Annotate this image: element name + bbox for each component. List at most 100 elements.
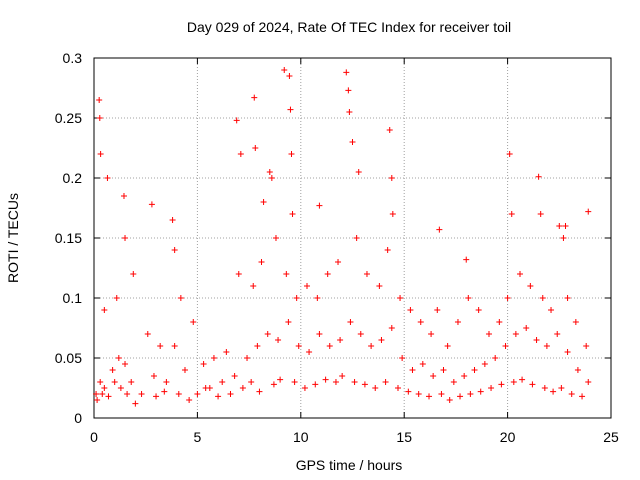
data-point [417, 319, 424, 325]
data-point [239, 385, 246, 391]
data-point [97, 379, 104, 385]
data-point [508, 211, 515, 217]
data-point [109, 367, 116, 373]
data-point [558, 385, 565, 391]
data-point [272, 235, 279, 241]
data-point [568, 391, 575, 397]
y-tick-label: 0.1 [63, 290, 83, 306]
data-point [306, 349, 313, 355]
data-point [537, 211, 544, 217]
axis-ticks: 0 5 10 15 20 25 0 0.05 0.1 0.15 0.2 0.25 0.3 [55, 50, 619, 445]
y-axis-label: ROTI / TECUs [5, 193, 21, 283]
data-point [171, 343, 178, 349]
data-point [281, 67, 288, 73]
data-point [138, 391, 145, 397]
data-point [564, 295, 571, 301]
data-point [372, 385, 379, 391]
data-point [504, 295, 511, 301]
data-point [450, 379, 457, 385]
data-point [130, 271, 137, 277]
data-point [405, 388, 412, 395]
data-point [585, 379, 592, 385]
data-point [353, 235, 360, 241]
data-point [579, 393, 586, 400]
data-point [564, 349, 571, 355]
data-point [583, 343, 590, 349]
data-point [386, 127, 393, 133]
data-point [368, 343, 375, 349]
data-point [523, 325, 530, 331]
data-point [237, 151, 244, 157]
data-point [471, 367, 478, 373]
data-point [260, 199, 267, 205]
data-point [346, 109, 353, 115]
data-point [397, 295, 404, 301]
data-point [378, 337, 385, 343]
data-point [287, 106, 294, 113]
data-point [270, 381, 277, 388]
data-point [376, 283, 383, 289]
data-point [517, 271, 524, 277]
data-point [399, 355, 406, 361]
data-point [438, 391, 445, 397]
data-point [510, 379, 517, 385]
data-point [556, 223, 563, 229]
data-point [132, 400, 139, 407]
data-point [550, 388, 557, 395]
data-point [96, 115, 103, 121]
data-point [124, 391, 131, 397]
data-point [277, 376, 284, 383]
data-point [519, 376, 526, 383]
data-point [554, 331, 561, 337]
data-point [96, 97, 103, 103]
data-points [93, 67, 592, 407]
data-point [322, 376, 329, 383]
data-point [252, 145, 259, 151]
data-point [219, 379, 226, 385]
data-point [190, 319, 197, 325]
data-point [200, 361, 207, 367]
data-point [94, 397, 101, 403]
data-point [345, 87, 352, 94]
data-point [347, 319, 354, 325]
y-tick-label: 0 [74, 410, 82, 426]
data-point [548, 307, 555, 313]
data-point [148, 201, 155, 208]
data-point [430, 373, 437, 379]
data-point [361, 381, 368, 388]
data-point [337, 337, 344, 343]
data-point [562, 223, 569, 229]
data-point [97, 151, 104, 157]
data-point [288, 151, 295, 157]
data-point [461, 373, 468, 379]
data-point [101, 385, 108, 391]
data-point [527, 283, 534, 289]
x-axis-label: GPS time / hours [296, 457, 403, 473]
grid-lines [94, 58, 611, 418]
data-point [122, 361, 129, 367]
data-point [150, 373, 157, 379]
data-point [349, 139, 356, 145]
data-point [175, 391, 182, 397]
data-point [326, 343, 333, 349]
data-point [572, 319, 579, 325]
data-point [465, 295, 472, 301]
data-point [202, 385, 209, 391]
x-tick-label: 10 [293, 429, 309, 445]
y-tick-label: 0.3 [63, 50, 83, 66]
data-point [388, 175, 395, 181]
data-point [467, 391, 474, 397]
data-point [314, 295, 321, 301]
data-point [144, 331, 151, 337]
data-point [496, 319, 503, 325]
data-point [339, 373, 346, 379]
data-point [99, 391, 106, 397]
data-point [436, 226, 443, 233]
data-point [440, 367, 447, 373]
data-point [251, 94, 258, 101]
data-point [231, 373, 238, 379]
data-point [492, 355, 499, 361]
data-point [316, 202, 323, 209]
